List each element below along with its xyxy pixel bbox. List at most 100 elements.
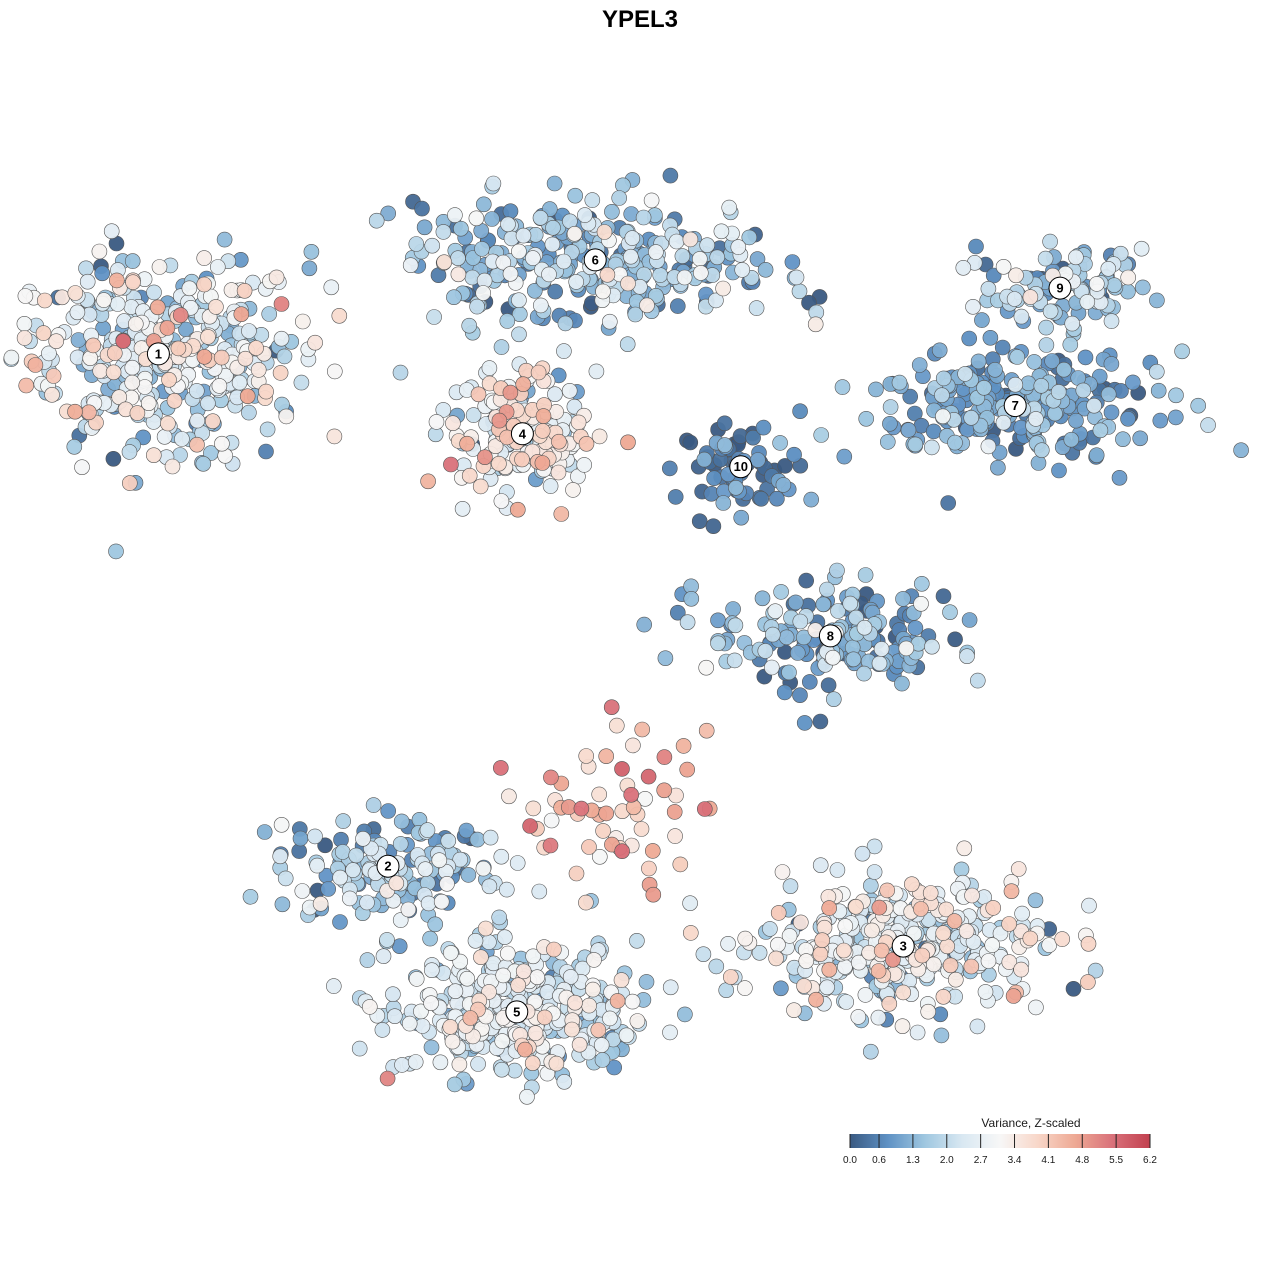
scatter-point [581, 839, 597, 855]
scatter-point [380, 205, 397, 222]
scatter-point [1200, 417, 1216, 433]
scatter-points [3, 167, 1249, 1105]
scatter-point [1065, 980, 1082, 997]
scatter-point [385, 986, 401, 1003]
scatter-point [446, 289, 462, 306]
scatter-point [1008, 267, 1024, 284]
scatter-point [857, 567, 874, 583]
scatter-point [121, 444, 138, 460]
scatter-point [565, 482, 581, 498]
cluster-label-marker [505, 1000, 529, 1024]
scatter-point [777, 458, 793, 474]
scatter-point [588, 363, 605, 380]
scatter-point [453, 220, 469, 237]
legend-tick-label: 1.3 [906, 1155, 920, 1166]
scatter-point [392, 836, 409, 852]
scatter-point [748, 300, 765, 316]
scatter-point [629, 932, 645, 949]
scatter-point [239, 388, 256, 405]
scatter-point [947, 631, 963, 648]
scatter-point [913, 901, 929, 917]
scatter-point [258, 443, 274, 460]
legend-title: Variance, Z-scaled [981, 1116, 1080, 1130]
scatter-point [495, 254, 512, 271]
scatter-point [36, 292, 53, 309]
scatter-point [958, 923, 975, 939]
scatter-point [873, 942, 890, 959]
scatter-point [309, 857, 326, 874]
scatter-point [527, 1025, 544, 1041]
scatter-point [48, 333, 65, 350]
scatter-point [762, 921, 778, 937]
scatter-point [241, 323, 257, 339]
scatter-point [1054, 931, 1070, 947]
scatter-point [129, 405, 146, 421]
scatter-point [450, 250, 466, 267]
scatter-point [467, 932, 484, 949]
scatter-point [593, 1037, 610, 1053]
scatter-point [498, 881, 515, 898]
scatter-point [798, 572, 815, 589]
scatter-point [796, 978, 812, 994]
scatter-point [698, 722, 715, 739]
scatter-point [1033, 377, 1050, 394]
scatter-point [834, 379, 851, 395]
scatter-point [1013, 961, 1029, 978]
scatter-point [1028, 999, 1044, 1016]
scatter-point [730, 239, 747, 255]
scatter-point [556, 343, 572, 359]
cluster-label: 4 [519, 426, 527, 441]
scatter-point [259, 421, 276, 438]
scatter-point [435, 224, 452, 240]
scatter-point [74, 459, 90, 476]
scatter-point [907, 436, 924, 453]
scatter-point [210, 259, 226, 275]
scatter-point [417, 861, 434, 878]
scatter-point [645, 886, 662, 903]
scatter-point [925, 956, 942, 973]
cluster-label-marker [510, 422, 534, 446]
scatter-point [772, 435, 788, 451]
scatter-point [3, 349, 20, 366]
scatter-point [1115, 431, 1131, 448]
cluster-label: 2 [384, 859, 391, 874]
scatter-point [107, 345, 123, 361]
scatter-point [332, 869, 348, 886]
scatter-point [128, 316, 144, 332]
scatter-point [444, 1033, 461, 1050]
scatter-point [276, 348, 293, 365]
scatter-point [380, 803, 397, 819]
scatter-point [894, 675, 910, 692]
scatter-point [452, 851, 469, 868]
scatter-point [1233, 442, 1249, 459]
scatter-point [682, 925, 699, 941]
scatter-point [862, 1043, 879, 1060]
scatter-point [925, 423, 942, 440]
scatter-point [16, 330, 33, 346]
scatter-point [862, 877, 879, 894]
scatter-point [976, 379, 992, 396]
scatter-point [961, 330, 978, 347]
scatter-point [1001, 954, 1018, 970]
scatter-point [1120, 410, 1136, 427]
scatter-point [814, 932, 831, 949]
scatter-point [866, 838, 883, 855]
scatter-point [211, 378, 228, 394]
scatter-point [885, 951, 901, 968]
scatter-point [109, 272, 125, 289]
scatter-point [682, 895, 698, 912]
legend-tick-label: 2.7 [974, 1155, 988, 1166]
scatter-point [561, 382, 578, 399]
scatter-point [620, 434, 636, 451]
scatter-point [935, 408, 951, 425]
scatter-point [423, 962, 440, 979]
scatter-point [727, 617, 744, 634]
scatter-point [303, 244, 320, 260]
scatter-point [1103, 404, 1120, 421]
scatter-point [103, 223, 120, 239]
scatter-point [16, 315, 33, 332]
scatter-point [525, 250, 541, 266]
scatter-point [1103, 356, 1120, 372]
scatter-point [510, 977, 527, 994]
